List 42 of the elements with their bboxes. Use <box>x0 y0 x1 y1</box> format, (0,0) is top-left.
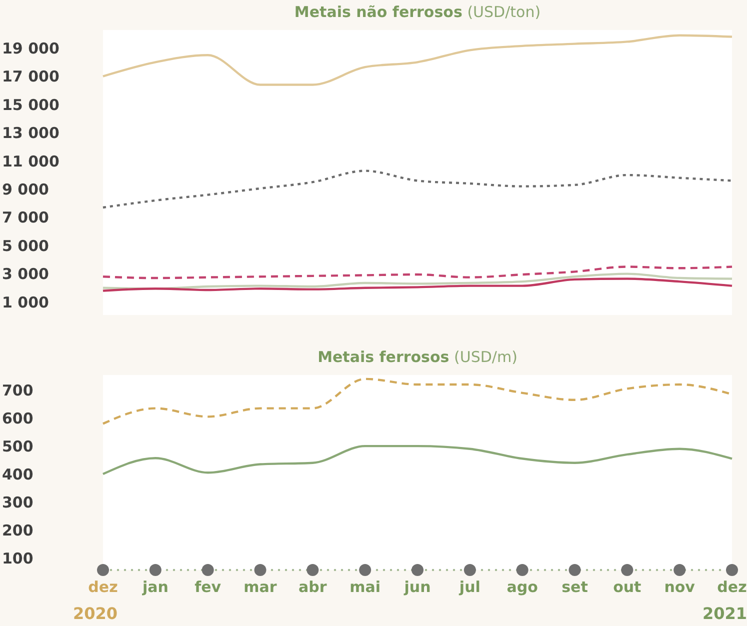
line-series <box>102 34 734 86</box>
x-tick-label: dez <box>717 578 747 596</box>
line-series <box>102 278 734 292</box>
x-tick-label: jul <box>458 578 480 596</box>
chart-title: Metais não ferrosos <box>294 3 462 21</box>
y-tick-label: 500 <box>2 437 34 456</box>
x-tick-label: jan <box>141 578 168 596</box>
y-tick-label: 400 <box>2 465 34 484</box>
line-series <box>102 444 734 476</box>
y-tick-label: 200 <box>2 521 34 540</box>
line-series <box>102 272 734 290</box>
x-tick-label: nov <box>664 578 696 596</box>
text: 2021 <box>702 604 747 623</box>
y-tick-label: 15 000 <box>2 96 60 114</box>
x-tick-label: abr <box>298 578 328 596</box>
x-tick-label: set <box>562 578 588 596</box>
y-tick-label: 19 000 <box>2 39 60 58</box>
x-tick-label: jun <box>403 578 431 596</box>
x-tick-label: dez <box>88 578 118 596</box>
chart-title: Metais ferrosos <box>318 348 450 366</box>
y-tick-label: 11 000 <box>2 152 60 170</box>
y-tick-label: 17 000 <box>2 68 60 86</box>
x-tick-label: fev <box>194 578 222 596</box>
y-tick-label: 9 000 <box>2 180 49 198</box>
chart-subtitle: (USD/ton) <box>466 3 541 21</box>
line-series <box>102 170 734 209</box>
y-tick-label: 300 <box>2 493 34 512</box>
y-tick-label: 3 000 <box>2 265 49 284</box>
text: 2020 <box>73 604 118 623</box>
y-tick-label: 5 000 <box>2 236 49 255</box>
x-tick-label: ago <box>506 578 538 596</box>
x-tick-label: mar <box>244 578 278 596</box>
y-tick-label: 600 <box>2 409 34 428</box>
y-tick-label: 7 000 <box>2 208 49 227</box>
y-tick-label: 100 <box>2 549 34 568</box>
chart-subtitle: (USD/m) <box>453 348 518 366</box>
x-tick-label: mai <box>350 578 381 596</box>
y-tick-label: 1 000 <box>2 293 49 312</box>
x-tick-label: out <box>613 578 642 596</box>
line-series <box>102 266 734 280</box>
y-tick-label: 13 000 <box>2 124 60 142</box>
y-tick-label: 700 <box>2 381 34 400</box>
